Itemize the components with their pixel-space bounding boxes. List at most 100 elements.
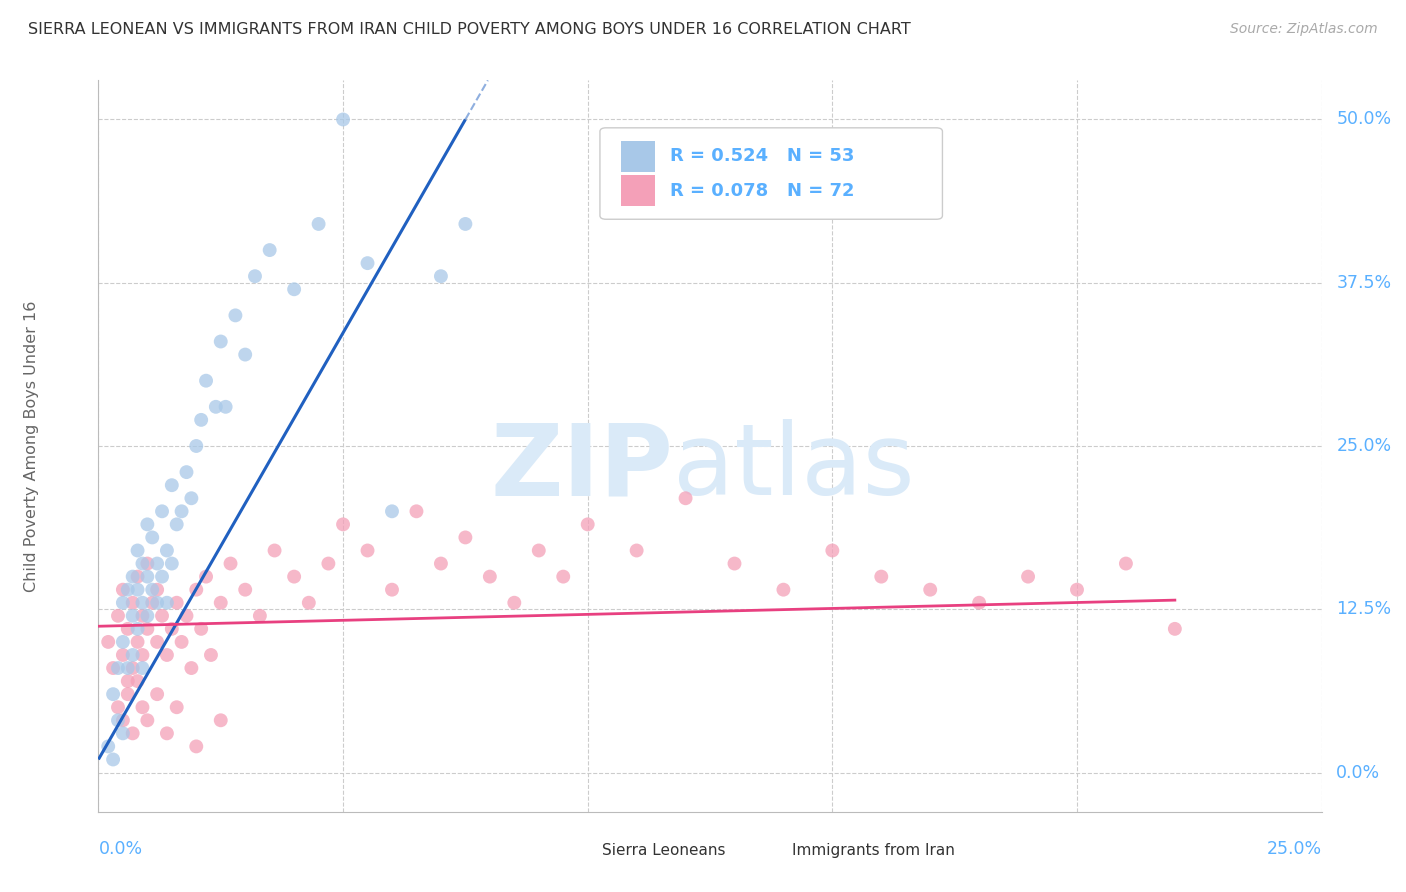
Point	[195, 374, 218, 388]
Point	[150, 569, 173, 583]
Text: Sierra Leoneans: Sierra Leoneans	[602, 843, 725, 858]
Point	[170, 504, 193, 518]
Point	[136, 557, 159, 571]
Point	[243, 269, 266, 284]
Point	[626, 543, 648, 558]
Point	[503, 596, 526, 610]
Point	[967, 596, 990, 610]
Point	[156, 596, 179, 610]
Point	[156, 543, 179, 558]
Point	[772, 582, 794, 597]
Point	[332, 517, 354, 532]
Point	[209, 334, 232, 349]
Point	[117, 687, 139, 701]
Point	[209, 596, 232, 610]
Point	[146, 582, 169, 597]
Point	[146, 596, 169, 610]
Point	[156, 726, 179, 740]
Point	[356, 256, 378, 270]
Point	[920, 582, 942, 597]
Text: 0.0%: 0.0%	[98, 840, 142, 858]
Point	[190, 622, 212, 636]
Point	[454, 217, 477, 231]
Point	[405, 504, 427, 518]
Point	[176, 465, 198, 479]
Point	[200, 648, 222, 662]
Point	[186, 439, 208, 453]
Point	[527, 543, 550, 558]
Point	[160, 557, 183, 571]
Point	[870, 569, 893, 583]
Point	[97, 635, 120, 649]
Text: Immigrants from Iran: Immigrants from Iran	[792, 843, 955, 858]
Point	[127, 543, 149, 558]
Point	[111, 596, 134, 610]
Text: 25.0%: 25.0%	[1267, 840, 1322, 858]
Point	[176, 608, 198, 623]
Point	[298, 596, 321, 610]
Point	[131, 596, 153, 610]
Point	[249, 608, 271, 623]
Point	[136, 569, 159, 583]
Point	[111, 582, 134, 597]
Point	[430, 557, 453, 571]
Point	[332, 112, 354, 127]
Point	[127, 582, 149, 597]
Bar	[620, 141, 655, 171]
Point	[259, 243, 281, 257]
Text: Child Poverty Among Boys Under 16: Child Poverty Among Boys Under 16	[24, 301, 38, 591]
Point	[101, 687, 124, 701]
Point	[117, 661, 139, 675]
Point	[127, 674, 149, 689]
Point	[107, 608, 129, 623]
Point	[131, 661, 153, 675]
FancyBboxPatch shape	[600, 128, 942, 219]
Text: 12.5%: 12.5%	[1336, 600, 1392, 618]
Point	[117, 674, 139, 689]
Point	[283, 569, 305, 583]
Point	[160, 622, 183, 636]
Point	[141, 596, 163, 610]
Point	[136, 622, 159, 636]
Point	[186, 739, 208, 754]
Text: 0.0%: 0.0%	[1336, 764, 1381, 781]
Point	[283, 282, 305, 296]
Point	[224, 309, 246, 323]
Point	[111, 726, 134, 740]
Point	[821, 543, 844, 558]
Point	[127, 569, 149, 583]
Text: SIERRA LEONEAN VS IMMIGRANTS FROM IRAN CHILD POVERTY AMONG BOYS UNDER 16 CORRELA: SIERRA LEONEAN VS IMMIGRANTS FROM IRAN C…	[28, 22, 911, 37]
Bar	[752, 841, 780, 859]
Point	[190, 413, 212, 427]
Point	[121, 726, 143, 740]
Point	[117, 622, 139, 636]
Point	[141, 530, 163, 544]
Text: 25.0%: 25.0%	[1336, 437, 1392, 455]
Point	[381, 504, 404, 518]
Point	[131, 608, 153, 623]
Point	[170, 635, 193, 649]
Point	[121, 569, 143, 583]
Point	[156, 648, 179, 662]
Point	[150, 608, 173, 623]
Point	[166, 517, 188, 532]
Point	[1164, 622, 1187, 636]
Point	[180, 491, 202, 506]
Point	[101, 752, 124, 766]
Point	[209, 714, 232, 728]
Point	[127, 635, 149, 649]
Text: 37.5%: 37.5%	[1336, 274, 1392, 292]
Point	[131, 648, 153, 662]
Text: R = 0.524   N = 53: R = 0.524 N = 53	[669, 146, 853, 165]
Text: R = 0.078   N = 72: R = 0.078 N = 72	[669, 183, 855, 201]
Point	[107, 700, 129, 714]
Point	[131, 700, 153, 714]
Point	[146, 687, 169, 701]
Point	[121, 661, 143, 675]
Point	[205, 400, 228, 414]
Point	[553, 569, 575, 583]
Point	[97, 739, 120, 754]
Point	[186, 582, 208, 597]
Point	[146, 635, 169, 649]
Point	[146, 557, 169, 571]
